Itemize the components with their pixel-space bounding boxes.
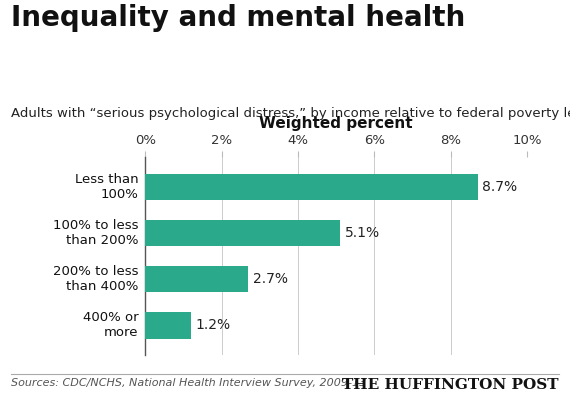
Bar [145, 312, 191, 339]
Text: 5.1%: 5.1% [345, 226, 380, 240]
Text: Adults with “serious psychological distress,” by income relative to federal pove: Adults with “serious psychological distr… [11, 107, 570, 120]
Bar [145, 173, 478, 200]
Bar [145, 220, 340, 247]
Bar [145, 266, 249, 292]
Text: 1.2%: 1.2% [196, 318, 231, 332]
Text: Inequality and mental health: Inequality and mental health [11, 4, 466, 32]
Text: Sources: CDC/NCHS, National Health Interview Survey, 2009-13: Sources: CDC/NCHS, National Health Inter… [11, 378, 367, 388]
Text: 8.7%: 8.7% [482, 180, 518, 194]
X-axis label: Weighted percent: Weighted percent [259, 116, 413, 131]
Text: 2.7%: 2.7% [253, 272, 288, 286]
Text: THE HUFFINGTON POST: THE HUFFINGTON POST [342, 378, 559, 392]
